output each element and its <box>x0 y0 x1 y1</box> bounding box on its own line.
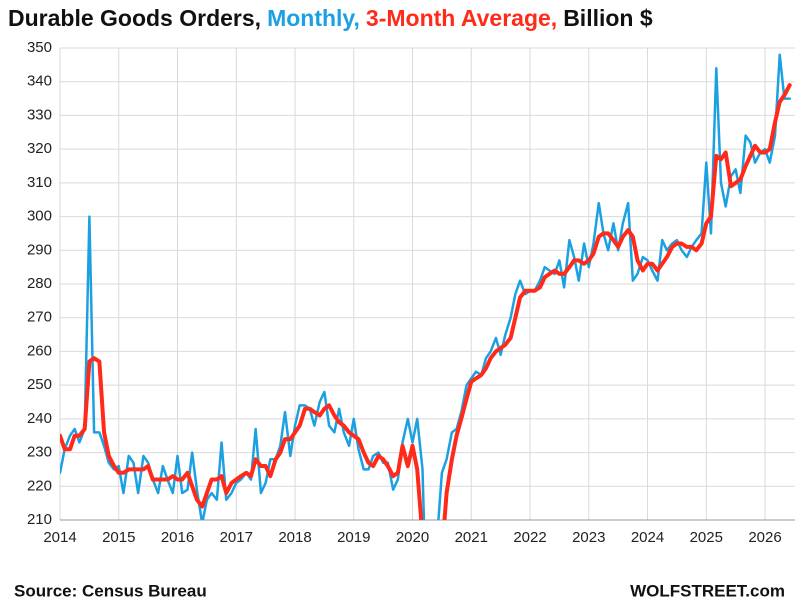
x-tick-label: 2016 <box>161 529 194 546</box>
title-part: 3-Month Average, <box>366 5 557 31</box>
chart-title: Durable Goods Orders, Monthly, 3-Month Ave… <box>8 5 653 31</box>
x-tick-label: 2024 <box>631 529 664 546</box>
y-tick-label: 310 <box>27 174 52 191</box>
y-tick-label: 300 <box>27 208 52 225</box>
data-line <box>60 53 791 520</box>
y-tick-label: 260 <box>27 342 52 359</box>
y-tick-label: 320 <box>27 140 52 157</box>
x-tick-label: 2015 <box>102 529 135 546</box>
y-tick-label: 240 <box>27 410 52 427</box>
title-part: Durable Goods Orders, <box>8 5 261 31</box>
x-tick-label: 2019 <box>337 529 370 546</box>
x-tick-label: 2021 <box>455 529 488 546</box>
x-tick-label: 2014 <box>43 529 76 546</box>
x-tick-label: 2023 <box>572 529 605 546</box>
data-line <box>60 83 792 520</box>
x-tick-label: 2017 <box>220 529 253 546</box>
source-note: Source: Census Bureau <box>14 581 207 600</box>
title-part: Monthly, <box>267 5 360 31</box>
y-tick-label: 230 <box>27 444 52 461</box>
y-tick-label: 220 <box>27 477 52 494</box>
x-tick-label: 2018 <box>278 529 311 546</box>
y-tick-label: 270 <box>27 309 52 326</box>
x-tick-label: 2020 <box>396 529 429 546</box>
y-tick-label: 250 <box>27 376 52 393</box>
x-tick-label: 2025 <box>690 529 723 546</box>
y-tick-label: 280 <box>27 275 52 292</box>
y-tick-label: 330 <box>27 106 52 123</box>
y-tick-label: 210 <box>27 511 52 528</box>
y-tick-label: 290 <box>27 241 52 258</box>
y-tick-label: 350 <box>27 39 52 56</box>
credit: WOLFSTREET.com <box>630 581 785 600</box>
x-tick-label: 2022 <box>513 529 546 546</box>
y-tick-label: 340 <box>27 73 52 90</box>
title-part: Billion $ <box>563 5 653 31</box>
x-tick-label: 2026 <box>748 529 781 546</box>
